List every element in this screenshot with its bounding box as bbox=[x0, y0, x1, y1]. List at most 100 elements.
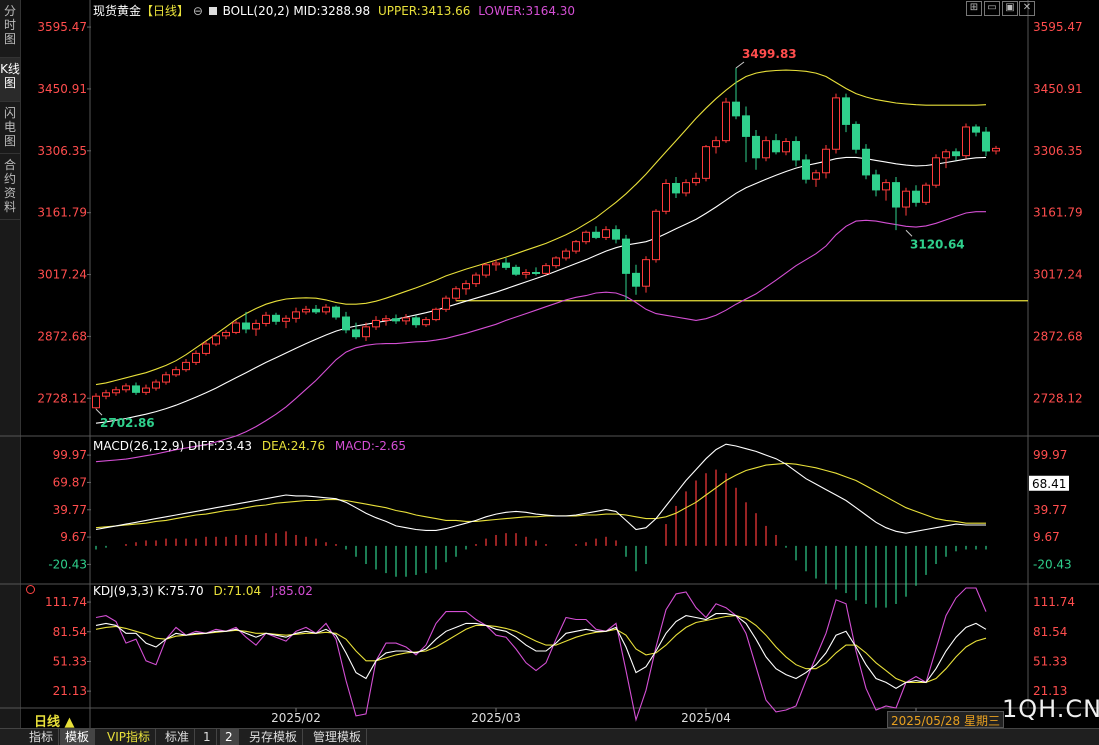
sidebar-tab-contract-info[interactable]: 合约资料 bbox=[0, 154, 20, 220]
candle-body bbox=[512, 266, 520, 275]
candle-body bbox=[632, 272, 640, 287]
sidebar-tab-timeshare[interactable]: 分时图 bbox=[0, 0, 20, 58]
y-tick-label-right: 2728.12 bbox=[1033, 391, 1083, 405]
macd-diff-line bbox=[95, 443, 986, 534]
kdj-k: K:75.70 bbox=[157, 584, 204, 598]
tab-standard[interactable]: 标准 bbox=[160, 729, 196, 745]
candle-body bbox=[702, 146, 710, 179]
price-legend: 现货黄金【日线】 ⊖ BOLL(20,2) MID:3288.98 UPPER:… bbox=[93, 2, 575, 19]
candle-body bbox=[982, 131, 990, 152]
chart-grid bbox=[0, 0, 1099, 728]
candle-body bbox=[922, 184, 930, 203]
candle-body bbox=[712, 140, 720, 148]
boll-lower: LOWER:3164.30 bbox=[478, 4, 576, 18]
bottom-toolbar: 指标 模板 VIP指标 标准 1 2 另存模板 管理模板 bbox=[0, 728, 1099, 745]
boll-upper: UPPER:3413.66 bbox=[377, 4, 471, 18]
annotation-pointer bbox=[905, 229, 913, 237]
candle-body bbox=[402, 317, 410, 322]
candle-body bbox=[862, 148, 870, 176]
candle-body bbox=[582, 231, 590, 243]
candle-body bbox=[352, 329, 360, 338]
candle-body bbox=[882, 182, 890, 191]
y-tick-label-right: 51.33 bbox=[1033, 654, 1067, 668]
macd-dea: DEA:24.76 bbox=[261, 439, 326, 453]
candle-body bbox=[382, 318, 390, 321]
sidebar-tab-flash[interactable]: 闪电图 bbox=[0, 102, 20, 154]
settings-circle-icon[interactable]: ⊖ bbox=[192, 4, 203, 18]
y-tick-label-left: 51.33 bbox=[53, 654, 87, 668]
candle-body bbox=[782, 141, 790, 153]
y-tick-label-left: 81.54 bbox=[53, 625, 87, 639]
close-icon[interactable]: ✕ bbox=[1019, 1, 1035, 16]
macd-legend: MACD(26,12,9) DIFF:23.43 DEA:24.76 MACD:… bbox=[93, 439, 406, 453]
candle-body bbox=[902, 190, 910, 208]
indicator-icon[interactable] bbox=[208, 7, 217, 15]
candle-body bbox=[272, 314, 280, 322]
candle-body bbox=[742, 115, 750, 137]
macd-current-value: 68.41 bbox=[1032, 477, 1066, 491]
candle-body bbox=[172, 369, 180, 376]
annotation-low-label: 3120.64 bbox=[910, 237, 965, 251]
y-tick-label-right: 99.97 bbox=[1033, 448, 1067, 462]
kdj-k-line bbox=[95, 613, 987, 689]
candle-body bbox=[262, 314, 270, 324]
y-tick-label-right: 21.13 bbox=[1033, 684, 1067, 698]
candle-body bbox=[792, 141, 800, 161]
candle-body bbox=[532, 272, 540, 275]
macd-name: MACD(26,12,9) bbox=[93, 439, 185, 453]
y-tick-label-left: -20.43 bbox=[48, 557, 87, 571]
tab-manage-template[interactable]: 管理模板 bbox=[308, 729, 368, 745]
minimize-icon[interactable]: ▭ bbox=[984, 1, 1000, 16]
candle-body bbox=[672, 182, 680, 194]
candle-body bbox=[442, 297, 450, 310]
y-tick-label-right: 111.74 bbox=[1033, 595, 1075, 609]
macd-diff: DIFF:23.43 bbox=[187, 439, 253, 453]
candle-body bbox=[182, 361, 190, 371]
candle-body bbox=[542, 265, 550, 274]
tab-indicator[interactable]: 指标 bbox=[24, 729, 60, 745]
sidebar-tab-kline[interactable]: K线图 bbox=[0, 58, 20, 102]
axes: 3595.47 3595.47 3450.91 3450.91 3306.35 3306.… bbox=[37, 20, 1082, 725]
tab-page-1[interactable]: 1 bbox=[198, 729, 217, 745]
boll-mid: MID:3288.98 bbox=[293, 4, 371, 18]
candle-body bbox=[152, 381, 160, 389]
tab-vip-indicator[interactable]: VIP指标 bbox=[102, 729, 156, 745]
kdj-settings-icon[interactable] bbox=[26, 585, 35, 594]
fullscreen-icon[interactable]: ⊞ bbox=[966, 1, 982, 16]
candle-body bbox=[592, 231, 600, 238]
candle-body bbox=[832, 97, 840, 150]
x-tick-label: 2025/03 bbox=[471, 711, 521, 725]
y-tick-label-left: 21.13 bbox=[53, 684, 87, 698]
tab-page-2[interactable]: 2 bbox=[220, 729, 239, 745]
annotation-low-label: 2702.86 bbox=[100, 416, 155, 430]
restore-icon[interactable]: ▣ bbox=[1002, 1, 1018, 16]
period-label: 【日线】 bbox=[141, 4, 190, 18]
candle-body bbox=[972, 126, 980, 133]
tab-save-template[interactable]: 另存模板 bbox=[244, 729, 304, 745]
candle-body bbox=[612, 229, 620, 240]
y-tick-label-left: 39.77 bbox=[53, 503, 87, 517]
watermark: 1QH.CN bbox=[1002, 695, 1099, 723]
candle-body bbox=[942, 151, 950, 159]
boll-upper-line bbox=[95, 69, 987, 386]
tab-template[interactable]: 模板 bbox=[60, 729, 96, 745]
kdj-legend: KDJ(9,3,3) K:75.70 D:71.04 J:85.02 bbox=[93, 584, 313, 598]
candle-body bbox=[492, 262, 500, 266]
candle-body bbox=[222, 331, 230, 337]
price-chart[interactable]: 3499.83 2702.86 3120.64 3595.47 3595.47 3450… bbox=[0, 0, 1099, 728]
macd-dea-line bbox=[95, 462, 986, 529]
kdj-panel bbox=[95, 587, 987, 722]
candle-body bbox=[752, 135, 760, 159]
macd-panel bbox=[95, 443, 987, 608]
y-tick-label-left: 111.74 bbox=[45, 595, 87, 609]
y-tick-label-right: 3306.35 bbox=[1033, 144, 1083, 158]
candle-body bbox=[242, 322, 250, 330]
y-tick-label-left: 2872.68 bbox=[37, 329, 87, 343]
candle-body bbox=[602, 229, 610, 238]
candle-body bbox=[852, 123, 860, 150]
candle-body bbox=[422, 319, 430, 326]
candle-body bbox=[662, 182, 670, 212]
period-button[interactable]: 日线 ▲ bbox=[34, 715, 75, 730]
y-tick-label-right: 9.67 bbox=[1033, 530, 1060, 544]
candle-body bbox=[802, 159, 810, 180]
